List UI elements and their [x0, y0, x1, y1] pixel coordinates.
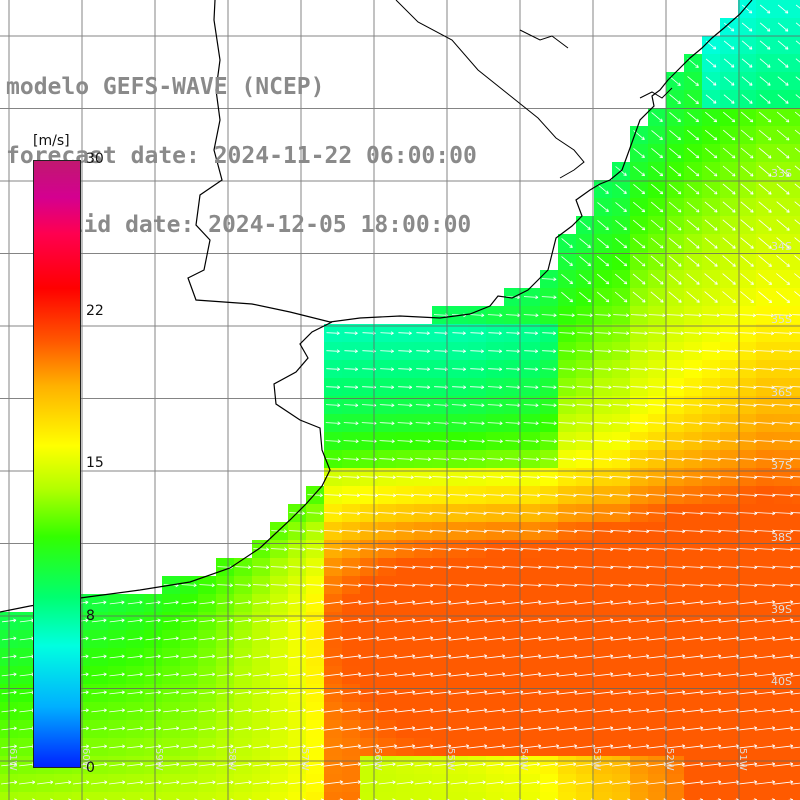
lon-label: 51W	[737, 748, 748, 771]
inland-border-3	[639, 87, 673, 99]
colorbar-tick-8: 8	[86, 608, 95, 624]
colorbar-tick-min: 0	[86, 760, 95, 776]
lat-label: 37S	[771, 459, 792, 472]
lon-label: 53W	[591, 748, 602, 771]
lat-label: 40S	[771, 675, 792, 688]
lon-label: 57W	[299, 748, 310, 771]
wind-vectors	[1, 4, 800, 800]
lon-label: 58W	[226, 748, 237, 771]
inland-border-2	[519, 29, 569, 49]
lat-label: 38S	[771, 531, 792, 544]
colorbar-tick-15: 15	[86, 455, 104, 471]
colorbar-unit: [m/s]	[33, 133, 70, 149]
map-title: modelo GEFS-WAVE (NCEP) forecast date: 2…	[6, 30, 477, 260]
colorbar-tick-max: 30	[86, 151, 104, 167]
colorbar-tick-22: 22	[86, 303, 104, 319]
forecast-date: forecast date: 2024-11-22 06:00:00	[6, 143, 477, 169]
coastline	[187, 0, 753, 323]
valid-date: valid date: 2024-12-05 18:00:00	[42, 212, 472, 238]
coastline-bay	[0, 321, 333, 613]
lat-label: 35S	[771, 313, 792, 326]
lat-label: 39S	[771, 603, 792, 616]
lon-label: 52W	[664, 748, 675, 771]
colorbar	[33, 160, 81, 768]
lon-label: 61W	[7, 748, 18, 771]
lon-label: 59W	[153, 748, 164, 771]
lon-label: 56W	[372, 748, 383, 771]
inland-border	[395, 0, 585, 179]
lon-label: 55W	[445, 748, 456, 771]
lon-label: 54W	[518, 748, 529, 771]
model-name: modelo GEFS-WAVE (NCEP)	[6, 74, 325, 100]
lat-label: 34S	[771, 240, 792, 253]
lat-label: 33S	[771, 167, 792, 180]
lat-label: 36S	[771, 386, 792, 399]
